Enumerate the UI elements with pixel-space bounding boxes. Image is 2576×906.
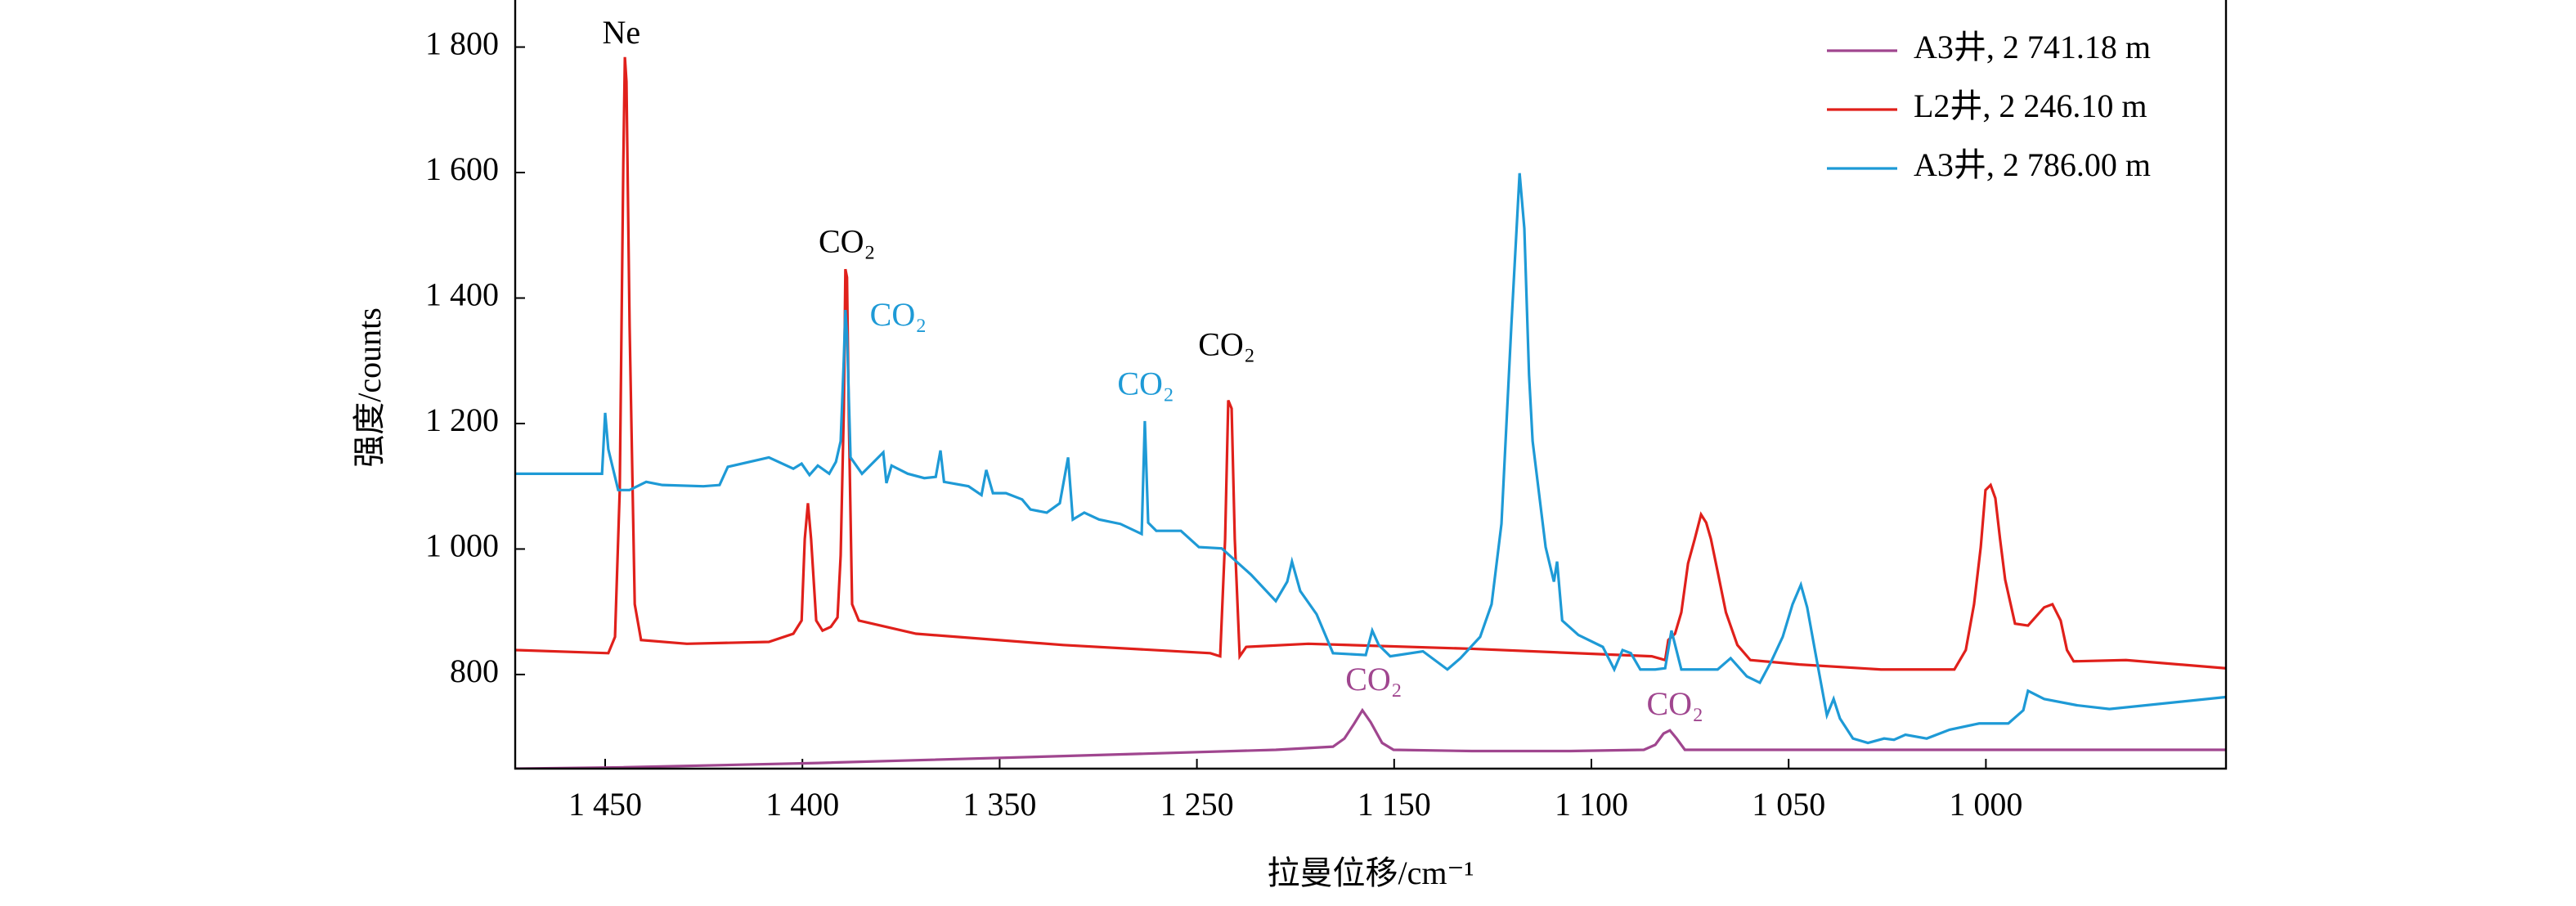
annotation: CO₂: [1345, 661, 1402, 697]
series-line: [515, 56, 2226, 671]
series-line: [515, 173, 2226, 745]
legend-label: A3井, 2 786.00 m: [1914, 146, 2151, 183]
x-tick-label: 1 100: [1555, 786, 1628, 823]
x-tick-label: 1 400: [765, 786, 839, 823]
x-tick-label: 1 250: [1160, 786, 1234, 823]
y-tick-label: 1 000: [425, 527, 499, 564]
x-tick-label: 1 150: [1358, 786, 1431, 823]
annotation: CO₂: [1198, 325, 1255, 362]
legend-label: A3井, 2 741.18 m: [1914, 29, 2151, 65]
annotation: CO₂: [819, 222, 876, 259]
x-tick-label: 1 000: [1949, 786, 2022, 823]
annotation: CO₂: [1117, 366, 1174, 402]
y-tick-label: 1 800: [425, 25, 499, 62]
y-tick-label: 1 200: [425, 401, 499, 438]
series-line: [515, 707, 2226, 769]
axis-frame: [514, 0, 2228, 770]
legend-label: L2井, 2 246.10 m: [1914, 87, 2147, 124]
x-tick-label: 1 350: [963, 786, 1036, 823]
annotation: Ne: [602, 14, 640, 51]
x-tick-label: 1 450: [568, 786, 642, 823]
y-tick-label: 1 600: [425, 150, 499, 187]
annotation: CO₂: [1647, 685, 1704, 722]
y-tick-label: 1 400: [425, 276, 499, 313]
y-axis-label: 强度/counts: [351, 307, 388, 468]
y-tick-label: 800: [450, 653, 499, 689]
x-axis-label: 拉曼位移/cm⁻¹: [1267, 854, 1474, 891]
annotation: CO₂: [870, 296, 927, 333]
x-tick-label: 1 050: [1752, 786, 1825, 823]
